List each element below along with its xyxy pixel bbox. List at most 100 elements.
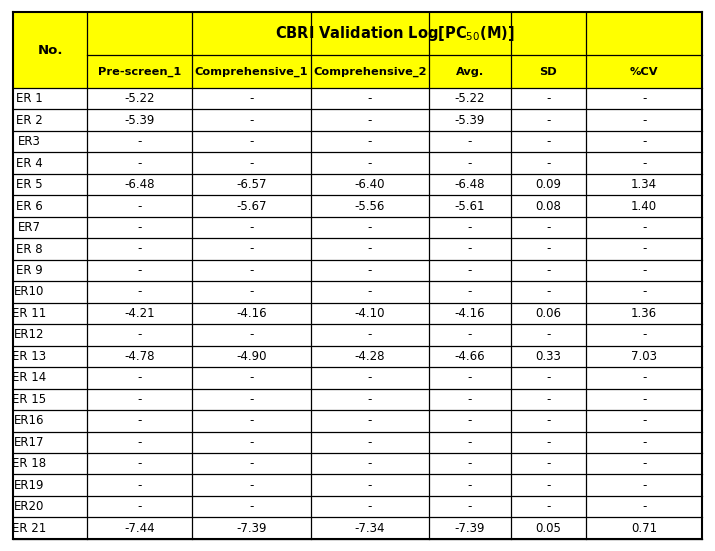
- Bar: [586, 260, 702, 281]
- Text: -: -: [642, 92, 646, 105]
- Text: -: -: [137, 479, 142, 491]
- Bar: [511, 88, 586, 110]
- Bar: [511, 410, 586, 431]
- Bar: [192, 496, 310, 517]
- Bar: [13, 196, 87, 217]
- Bar: [13, 453, 87, 474]
- Text: -: -: [137, 414, 142, 427]
- Bar: [429, 517, 511, 539]
- Bar: [429, 345, 511, 367]
- Bar: [192, 367, 310, 388]
- Bar: [87, 431, 192, 453]
- Bar: [429, 110, 511, 131]
- Text: -: -: [249, 457, 254, 470]
- Bar: [87, 302, 192, 324]
- Bar: [13, 153, 87, 174]
- Bar: [310, 410, 429, 431]
- Bar: [429, 388, 511, 410]
- Bar: [310, 345, 429, 367]
- Text: ER 21: ER 21: [12, 522, 46, 534]
- Text: 1.40: 1.40: [631, 199, 657, 213]
- Text: -: -: [137, 436, 142, 449]
- Bar: [87, 174, 192, 196]
- Text: -: -: [546, 328, 551, 342]
- Bar: [511, 302, 586, 324]
- Bar: [87, 55, 192, 88]
- Bar: [87, 324, 192, 345]
- Bar: [87, 367, 192, 388]
- Text: -: -: [249, 264, 254, 277]
- Bar: [87, 453, 192, 474]
- Text: -6.57: -6.57: [236, 178, 267, 191]
- Bar: [13, 324, 87, 345]
- Text: -: -: [546, 135, 551, 148]
- Text: -: -: [642, 436, 646, 449]
- Text: -4.28: -4.28: [355, 350, 385, 363]
- Bar: [87, 281, 192, 302]
- Bar: [13, 474, 87, 496]
- Bar: [192, 474, 310, 496]
- Text: 1.34: 1.34: [631, 178, 657, 191]
- Text: ER 9: ER 9: [16, 264, 43, 277]
- Text: -: -: [249, 114, 254, 127]
- Bar: [586, 153, 702, 174]
- Text: -: -: [546, 285, 551, 299]
- Bar: [87, 131, 192, 153]
- Text: -: -: [642, 135, 646, 148]
- Text: -: -: [368, 436, 372, 449]
- Bar: [192, 196, 310, 217]
- Bar: [310, 302, 429, 324]
- Text: -4.10: -4.10: [355, 307, 385, 320]
- Text: ER 11: ER 11: [12, 307, 46, 320]
- Bar: [87, 517, 192, 539]
- Bar: [310, 367, 429, 388]
- Bar: [192, 453, 310, 474]
- Bar: [429, 217, 511, 238]
- Text: -5.39: -5.39: [124, 114, 155, 127]
- Text: -: -: [546, 500, 551, 513]
- Bar: [310, 196, 429, 217]
- Bar: [310, 174, 429, 196]
- Bar: [511, 131, 586, 153]
- Text: -: -: [468, 264, 472, 277]
- Text: -: -: [137, 221, 142, 234]
- Bar: [87, 474, 192, 496]
- Bar: [429, 260, 511, 281]
- Bar: [586, 281, 702, 302]
- Bar: [310, 260, 429, 281]
- Text: 0.06: 0.06: [536, 307, 561, 320]
- Text: -: -: [546, 221, 551, 234]
- Text: ER 15: ER 15: [12, 393, 46, 406]
- Text: Avg.: Avg.: [455, 67, 484, 77]
- Bar: [511, 474, 586, 496]
- Bar: [13, 345, 87, 367]
- Text: -: -: [468, 328, 472, 342]
- Text: -4.16: -4.16: [455, 307, 485, 320]
- Text: -: -: [546, 457, 551, 470]
- Bar: [87, 238, 192, 260]
- Text: -: -: [368, 479, 372, 491]
- Text: -: -: [468, 156, 472, 170]
- Bar: [192, 260, 310, 281]
- Bar: [310, 131, 429, 153]
- Bar: [429, 302, 511, 324]
- Text: 1.36: 1.36: [631, 307, 657, 320]
- Bar: [511, 324, 586, 345]
- Bar: [511, 431, 586, 453]
- Bar: [310, 517, 429, 539]
- Text: -4.66: -4.66: [455, 350, 485, 363]
- Bar: [511, 55, 586, 88]
- Bar: [192, 131, 310, 153]
- Text: -5.39: -5.39: [455, 114, 485, 127]
- Text: -: -: [642, 500, 646, 513]
- Bar: [429, 367, 511, 388]
- Bar: [511, 367, 586, 388]
- Bar: [310, 496, 429, 517]
- Bar: [586, 388, 702, 410]
- Text: -: -: [137, 328, 142, 342]
- Bar: [192, 324, 310, 345]
- Bar: [429, 88, 511, 110]
- Text: ER 5: ER 5: [16, 178, 43, 191]
- Bar: [192, 238, 310, 260]
- Text: -: -: [468, 285, 472, 299]
